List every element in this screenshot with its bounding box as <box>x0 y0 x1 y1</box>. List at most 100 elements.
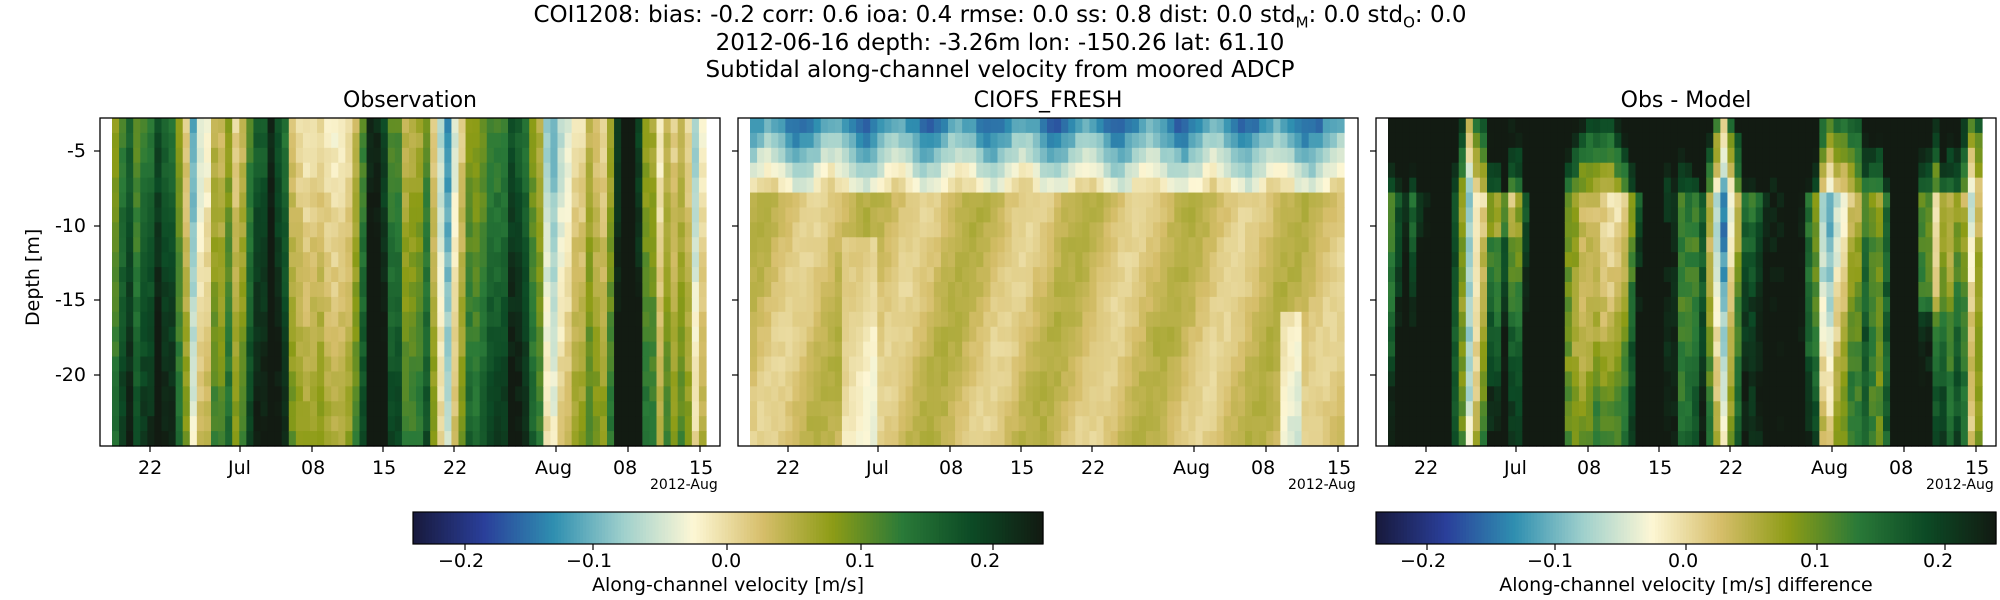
heatmap-cell <box>1784 147 1792 164</box>
heatmap-cell <box>267 147 276 164</box>
heatmap-cell <box>1472 267 1481 283</box>
heatmap-cell <box>1755 162 1764 179</box>
heatmap-cell <box>1543 147 1552 164</box>
heatmap-cell <box>1336 341 1345 358</box>
heatmap-cell <box>691 237 700 253</box>
heatmap-cell <box>1776 237 1785 253</box>
heatmap-cell <box>1522 311 1531 328</box>
heatmap-cell <box>331 118 339 134</box>
heatmap-cell <box>764 326 772 343</box>
heatmap-cell <box>175 371 184 387</box>
heatmap-cell <box>1032 118 1041 134</box>
heatmap-cell <box>1032 356 1041 373</box>
heatmap-cell <box>1685 356 1693 373</box>
heatmap-cell <box>281 371 290 387</box>
heatmap-cell <box>983 282 992 298</box>
heatmap-cell <box>863 341 871 358</box>
heatmap-cell <box>870 192 878 209</box>
x-tick-label: 22 <box>1081 457 1106 479</box>
heatmap-cell <box>1124 147 1133 164</box>
heatmap-cell <box>1550 177 1559 194</box>
heatmap-cell <box>1223 356 1232 373</box>
heatmap-cell <box>331 192 339 209</box>
heatmap-cell <box>898 311 907 328</box>
heatmap-cell <box>1762 147 1771 164</box>
heatmap-cell <box>1677 147 1686 164</box>
heatmap-cell <box>1110 177 1119 194</box>
heatmap-cell <box>430 252 438 268</box>
heatmap-cell <box>239 132 247 149</box>
heatmap-cell <box>423 267 431 283</box>
heatmap-cell <box>1103 431 1112 447</box>
heatmap-cell <box>919 147 928 164</box>
heatmap-cell <box>948 386 956 402</box>
heatmap-cell <box>905 162 914 179</box>
heatmap-cell <box>1529 416 1538 432</box>
heatmap-cell <box>1124 386 1133 402</box>
heatmap-cell <box>465 311 474 328</box>
heatmap-cell <box>267 296 276 313</box>
heatmap-cell <box>147 222 156 238</box>
heatmap-cell <box>1039 162 1048 179</box>
heatmap-cell <box>1515 341 1523 358</box>
heatmap-cell <box>955 371 963 387</box>
heatmap-cell <box>161 252 170 268</box>
heatmap-cell <box>1039 207 1048 223</box>
heatmap-cell <box>1230 416 1239 432</box>
heatmap-cell <box>1734 252 1743 268</box>
heatmap-cell <box>691 326 700 343</box>
heatmap-cell <box>1578 267 1587 283</box>
heatmap-cell <box>691 147 700 164</box>
heatmap-cell <box>940 118 949 134</box>
heatmap-cell <box>189 118 198 134</box>
heatmap-cell <box>983 177 992 194</box>
heatmap-cell <box>140 296 148 313</box>
heatmap-cell <box>1416 326 1424 343</box>
heatmap-cell <box>983 371 992 387</box>
heatmap-cell <box>1762 401 1771 417</box>
heatmap-cell <box>1494 252 1502 268</box>
heatmap-cell <box>133 416 141 432</box>
heatmap-cell <box>1451 132 1460 149</box>
heatmap-cell <box>1571 356 1580 373</box>
heatmap-cell <box>1536 237 1545 253</box>
heatmap-cell <box>1167 356 1175 373</box>
heatmap-cell <box>834 356 843 373</box>
heatmap-cell <box>1266 386 1274 402</box>
heatmap-cell <box>1451 222 1460 238</box>
heatmap-cell <box>1287 431 1296 447</box>
heatmap-cell <box>458 311 467 328</box>
heatmap-cell <box>472 132 481 149</box>
heatmap-cell <box>253 147 262 164</box>
heatmap-cell <box>380 296 389 313</box>
heatmap-cell <box>1032 132 1041 149</box>
heatmap-cell <box>1061 326 1069 343</box>
heatmap-cell <box>232 222 240 238</box>
heatmap-cell <box>126 341 134 358</box>
heatmap-cell <box>119 177 127 194</box>
heatmap-cell <box>656 222 665 238</box>
heatmap-cell <box>599 162 608 179</box>
heatmap-cell <box>1230 296 1239 313</box>
heatmap-cell <box>1670 207 1679 223</box>
heatmap-cell <box>232 356 240 373</box>
heatmap-cell <box>1202 237 1211 253</box>
heatmap-cell <box>1550 326 1559 343</box>
heatmap-cell <box>1329 162 1338 179</box>
heatmap-cell <box>352 222 361 238</box>
x-tick-label: Jul <box>1504 457 1527 479</box>
heatmap-cell <box>771 162 779 179</box>
heatmap-cell <box>849 296 857 313</box>
heatmap-cell <box>1409 118 1417 134</box>
heatmap-cell <box>691 311 700 328</box>
heatmap-cell <box>1315 267 1324 283</box>
heatmap-cell <box>1649 416 1658 432</box>
heatmap-cell <box>614 177 622 194</box>
colorbar-tick-label: 0.2 <box>970 550 1001 572</box>
heatmap-cell <box>203 222 212 238</box>
heatmap-cell <box>1656 401 1665 417</box>
heatmap-cell <box>1670 132 1679 149</box>
heatmap-cell <box>359 431 368 447</box>
heatmap-cell <box>1047 386 1055 402</box>
heatmap-cell <box>778 431 786 447</box>
